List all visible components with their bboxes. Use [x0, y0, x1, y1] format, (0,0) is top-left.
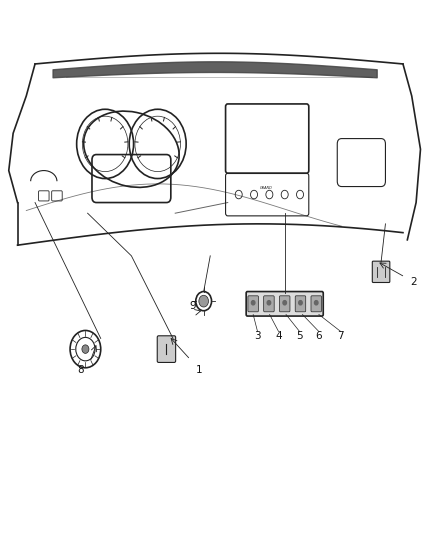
Text: 8: 8 — [78, 366, 85, 375]
Circle shape — [267, 301, 271, 305]
Text: GRAND: GRAND — [260, 186, 273, 190]
Text: 3: 3 — [254, 331, 261, 341]
Text: 2: 2 — [410, 278, 417, 287]
Text: 5: 5 — [296, 331, 303, 341]
FancyBboxPatch shape — [157, 336, 176, 362]
FancyBboxPatch shape — [264, 296, 274, 312]
FancyBboxPatch shape — [372, 261, 390, 282]
Circle shape — [82, 345, 89, 353]
Circle shape — [251, 301, 255, 305]
Text: 1: 1 — [196, 366, 203, 375]
Circle shape — [199, 295, 208, 307]
Text: 4: 4 — [275, 331, 282, 341]
Circle shape — [283, 301, 286, 305]
Text: 9: 9 — [189, 302, 196, 311]
Circle shape — [299, 301, 302, 305]
Text: 7: 7 — [337, 331, 344, 341]
FancyBboxPatch shape — [279, 296, 290, 312]
FancyBboxPatch shape — [295, 296, 306, 312]
Circle shape — [314, 301, 318, 305]
FancyBboxPatch shape — [246, 292, 323, 316]
FancyBboxPatch shape — [311, 296, 321, 312]
FancyBboxPatch shape — [248, 296, 258, 312]
Text: 6: 6 — [315, 331, 322, 341]
